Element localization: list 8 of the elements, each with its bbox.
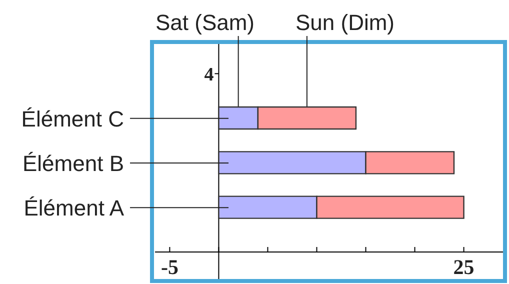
text: Sun (Dim) xyxy=(295,10,395,35)
x-tick-label: 25 xyxy=(453,255,474,279)
y-tick-label: Élément A xyxy=(24,196,124,221)
x-tick-label: -5 xyxy=(160,255,178,279)
y-tick-label: Élément C xyxy=(21,106,124,132)
y-tick-label: Élément B xyxy=(22,151,124,176)
text: Sat (Sam) xyxy=(155,10,255,35)
text: 4 xyxy=(204,64,214,86)
